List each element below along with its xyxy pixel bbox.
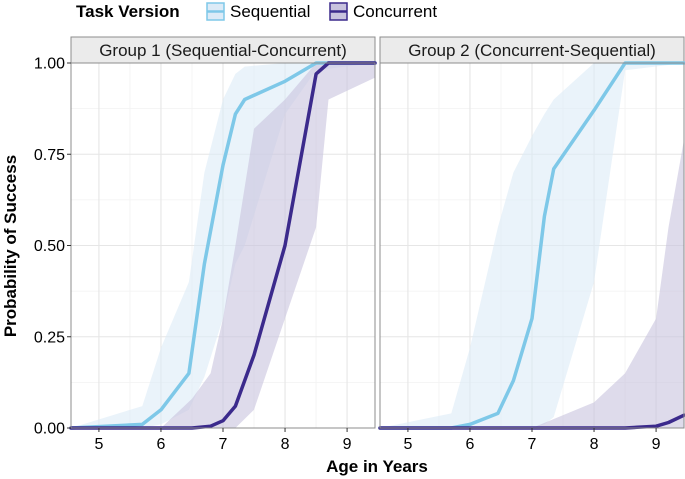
legend: Task Version Sequential Concurrent — [76, 2, 437, 21]
panel-title: Group 2 (Concurrent-Sequential) — [408, 41, 656, 60]
panel-group-1: Group 1 (Sequential-Concurrent) — [69, 36, 377, 430]
y-tick-label: 1.00 — [34, 56, 65, 73]
panel-title: Group 1 (Sequential-Concurrent) — [99, 41, 347, 60]
line-sequential — [378, 61, 685, 430]
legend-label-sequential: Sequential — [230, 2, 310, 21]
x-tick-label: 7 — [219, 436, 228, 453]
plot-area — [378, 61, 685, 430]
legend-label-concurrent: Concurrent — [353, 2, 437, 21]
ribbon-concurrent — [71, 63, 375, 428]
x-tick-label: 7 — [528, 436, 537, 453]
x-tick-label: 6 — [466, 436, 475, 453]
x-tick-label: 9 — [652, 436, 661, 453]
x-tick-label: 5 — [403, 436, 412, 453]
legend-title: Task Version — [76, 2, 180, 21]
strip-background — [70, 36, 376, 64]
ribbon-sequential — [380, 63, 684, 428]
ribbon-concurrent — [380, 139, 684, 428]
ribbon-sequential — [71, 63, 375, 428]
x-tick-label: 5 — [94, 436, 103, 453]
legend-entry-concurrent: Concurrent — [329, 2, 437, 21]
x-axis-tick-labels: 5 6 7 8 9 5 6 7 8 9 — [94, 428, 661, 453]
x-tick-label: 8 — [281, 436, 290, 453]
x-tick-label: 9 — [343, 436, 352, 453]
line-sequential — [69, 61, 377, 430]
y-tick-label: 0.00 — [34, 421, 65, 438]
x-axis-title: Age in Years — [326, 457, 428, 476]
legend-entry-sequential: Sequential — [206, 2, 310, 21]
plot-area — [69, 61, 377, 430]
panel-group-2: Group 2 (Concurrent-Sequential) — [378, 36, 685, 430]
x-tick-label: 6 — [157, 436, 166, 453]
y-tick-label: 0.50 — [34, 238, 65, 255]
strip-background — [379, 36, 685, 64]
x-tick-label: 8 — [590, 436, 599, 453]
y-axis-title: Probability of Success — [1, 155, 20, 337]
y-axis-tick-labels: 0.00 0.25 0.50 0.75 1.00 — [34, 56, 71, 438]
y-tick-label: 0.25 — [34, 329, 65, 346]
y-tick-label: 0.75 — [34, 147, 65, 164]
